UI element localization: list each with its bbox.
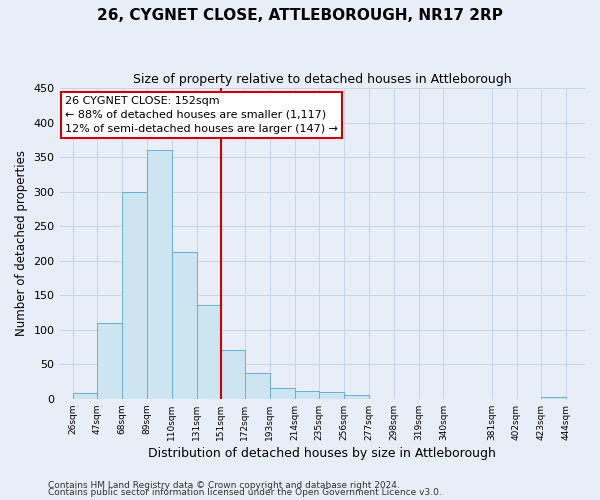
- Bar: [197, 305, 221, 399]
- Bar: [172, 252, 197, 399]
- Bar: [319, 392, 344, 399]
- Bar: [541, 398, 566, 399]
- X-axis label: Distribution of detached houses by size in Attleborough: Distribution of detached houses by size …: [148, 447, 496, 460]
- Bar: [97, 323, 122, 399]
- Bar: [295, 391, 319, 399]
- Bar: [73, 394, 97, 399]
- Bar: [344, 394, 369, 399]
- Bar: [245, 374, 270, 399]
- Text: Contains public sector information licensed under the Open Government Licence v3: Contains public sector information licen…: [48, 488, 442, 497]
- Title: Size of property relative to detached houses in Attleborough: Size of property relative to detached ho…: [133, 72, 512, 86]
- Bar: [270, 388, 295, 399]
- Text: 26, CYGNET CLOSE, ATTLEBOROUGH, NR17 2RP: 26, CYGNET CLOSE, ATTLEBOROUGH, NR17 2RP: [97, 8, 503, 22]
- Y-axis label: Number of detached properties: Number of detached properties: [15, 150, 28, 336]
- Bar: [220, 350, 245, 399]
- Bar: [147, 150, 172, 399]
- Text: 26 CYGNET CLOSE: 152sqm
← 88% of detached houses are smaller (1,117)
12% of semi: 26 CYGNET CLOSE: 152sqm ← 88% of detache…: [65, 96, 338, 134]
- Text: Contains HM Land Registry data © Crown copyright and database right 2024.: Contains HM Land Registry data © Crown c…: [48, 480, 400, 490]
- Bar: [122, 192, 147, 399]
